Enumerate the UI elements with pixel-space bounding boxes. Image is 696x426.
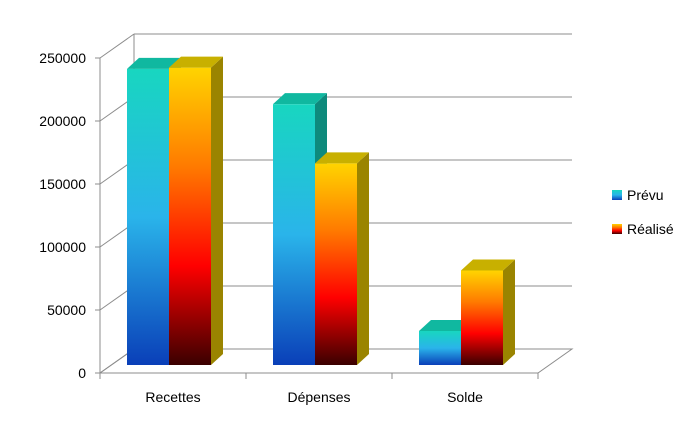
x-tick-label: Solde	[447, 389, 483, 405]
tick-labels: 0 50000 100000 150000 200000 250000 Recettes Dé…	[39, 50, 483, 405]
bar-top	[419, 319, 473, 331]
bar-top	[461, 259, 515, 271]
y-tick-label: 200000	[39, 113, 86, 129]
bar-front	[461, 270, 503, 365]
bar-front	[419, 330, 461, 365]
y-tick-label: 250000	[39, 50, 86, 66]
legend: Prévu Réalisé	[612, 187, 674, 237]
bar-top	[169, 56, 223, 68]
bar-front	[127, 68, 169, 366]
y-tick-label: 0	[78, 365, 86, 381]
y-tick-label: 150000	[39, 176, 86, 192]
legend-label: Prévu	[627, 187, 664, 203]
bar-side	[503, 259, 515, 365]
bar-side	[357, 152, 369, 365]
bar	[461, 259, 515, 365]
bar	[169, 56, 223, 365]
x-tick-label: Recettes	[145, 389, 200, 405]
y-tick-label: 100000	[39, 239, 86, 255]
bar-top	[315, 152, 369, 164]
legend-swatch	[612, 190, 622, 200]
legend-swatch	[612, 224, 622, 234]
axes	[95, 57, 574, 379]
bar-front	[315, 163, 357, 365]
bar-side	[211, 56, 223, 365]
x-tick-label: Dépenses	[287, 389, 350, 405]
bar-top	[127, 57, 181, 69]
y-tick-label: 50000	[47, 302, 86, 318]
legend-label: Réalisé	[627, 221, 674, 237]
bar	[315, 152, 369, 365]
bars	[127, 56, 515, 366]
bar-top	[273, 93, 327, 105]
gridline-diagonal	[99, 33, 135, 59]
bar-front	[169, 67, 211, 365]
bar-front	[273, 104, 315, 366]
